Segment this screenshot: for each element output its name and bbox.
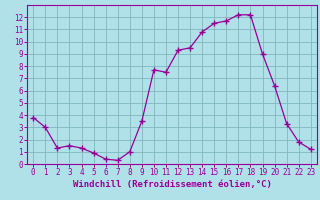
X-axis label: Windchill (Refroidissement éolien,°C): Windchill (Refroidissement éolien,°C)	[73, 180, 271, 189]
